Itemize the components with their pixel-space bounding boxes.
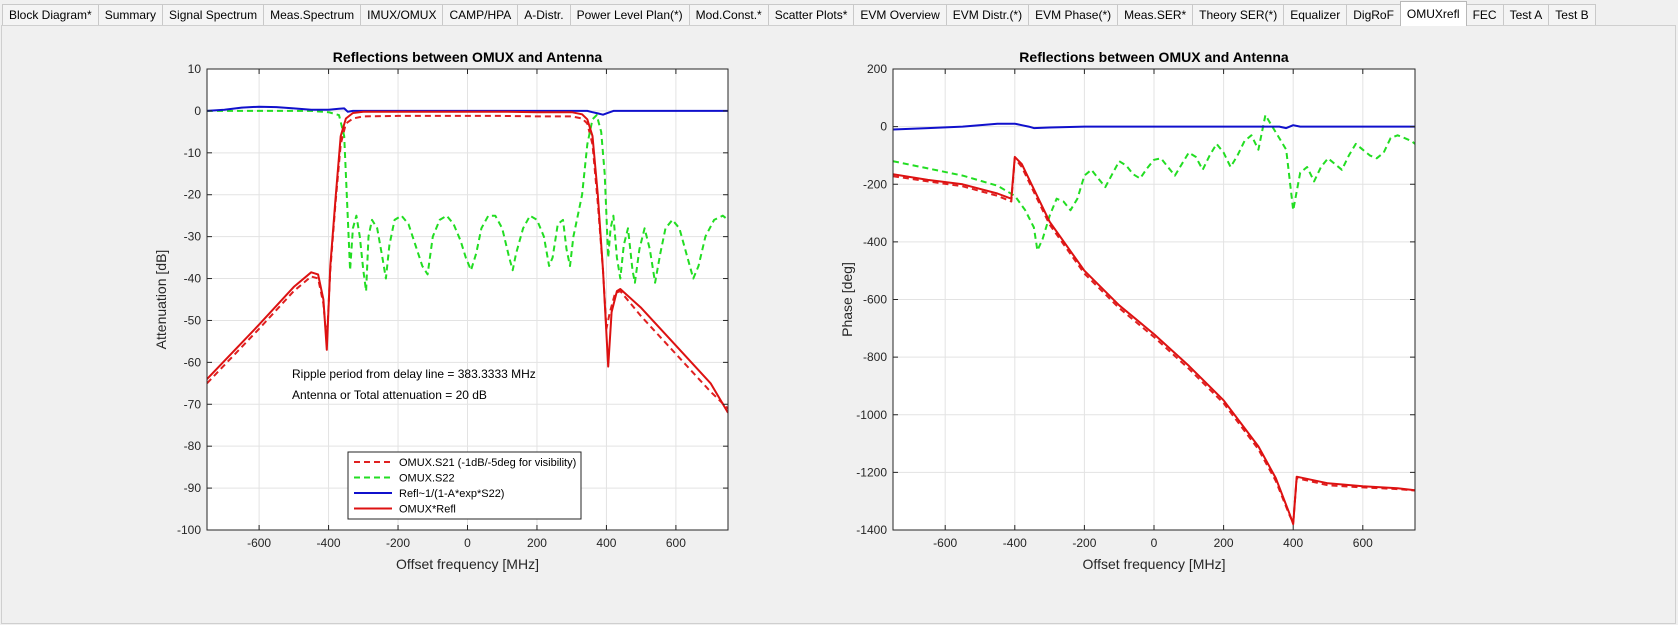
annotation-text: Antenna or Total attenuation = 20 dB xyxy=(292,388,487,402)
tab-signal-spectrum[interactable]: Signal Spectrum xyxy=(162,4,265,26)
x-tick-label: 400 xyxy=(1283,536,1303,550)
series-line-2 xyxy=(207,109,728,293)
x-tick-label: -600 xyxy=(247,536,271,550)
tab-bar: Block Diagram* Summary Signal Spectrum Meas… xyxy=(0,0,1678,26)
tab-equalizer[interactable]: Equalizer xyxy=(1283,4,1348,26)
plots-canvas: -600 -400 -200 0 200 400 600100-10-20-30-40-50… xyxy=(153,49,1416,572)
tab-scatter-plots[interactable]: Scatter Plots* xyxy=(767,4,855,26)
tab-meas-spectrum[interactable]: Meas.Spectrum xyxy=(263,4,362,26)
x-axis-label: Offset frequency [MHz] xyxy=(396,556,539,572)
x-tick-label: 600 xyxy=(1353,536,1373,550)
series-line-4 xyxy=(893,155,1415,526)
y-tick-label: 0 xyxy=(194,104,201,118)
x-tick-label: -200 xyxy=(386,536,410,550)
y-tick-label: -80 xyxy=(184,439,202,453)
series-line-2 xyxy=(893,114,1415,252)
tab-meas-ser[interactable]: Meas.SER* xyxy=(1117,4,1194,26)
x-tick-label: 400 xyxy=(596,536,616,550)
x-tick-label: 600 xyxy=(666,536,686,550)
legend-entry: OMUX*Refl xyxy=(399,504,456,516)
y-tick-label: -20 xyxy=(184,188,202,202)
tab-digrof[interactable]: DigRoF xyxy=(1346,4,1401,26)
legend-entry: OMUX.S21 (-1dB/-5deg for visibility) xyxy=(399,457,576,469)
omuxrefl-panel: -600 -400 -200 0 200 400 600 10 0 -10 -20 -30 -40 -50… xyxy=(1,25,1676,624)
series-line-4 xyxy=(207,110,728,414)
y-tick-label: -90 xyxy=(184,481,202,495)
y-tick-label: -1200 xyxy=(856,465,887,479)
tab-evm-distr[interactable]: EVM Distr.(*) xyxy=(945,4,1030,26)
y-tick-label: -40 xyxy=(184,272,202,286)
x-tick-label: 0 xyxy=(464,536,471,550)
legend-entry: Refl~1/(1-A*exp*S22) xyxy=(399,488,504,500)
series-line-1 xyxy=(207,114,728,410)
y-tick-label: -100 xyxy=(177,523,201,537)
tab-power-level-plan[interactable]: Power Level Plan(*) xyxy=(569,4,690,26)
series-group xyxy=(207,105,728,414)
y-tick-label: -200 xyxy=(863,177,887,191)
chart-title: Reflections between OMUX and Antenna xyxy=(1019,49,1289,65)
tab-block-diagram[interactable]: Block Diagram* xyxy=(2,4,99,26)
x-axis-label: Offset frequency [MHz] xyxy=(1083,556,1226,572)
x-tick-label: -600 xyxy=(933,536,957,550)
series-line-3 xyxy=(893,122,1415,131)
tab-camp-hpa[interactable]: CAMP/HPA xyxy=(442,4,519,26)
chart-1: -600 -400 -200 0 200 400 600 10 0 -10 -20 -30 -40 -50… xyxy=(153,49,729,572)
x-tick-label: -200 xyxy=(1072,536,1096,550)
y-tick-label: 0 xyxy=(880,120,887,134)
y-tick-label: 10 xyxy=(188,62,202,76)
y-tick-label: -50 xyxy=(184,313,202,327)
tab-evm-phase[interactable]: EVM Phase(*) xyxy=(1028,4,1119,26)
series-group xyxy=(893,114,1415,526)
tab-test-a[interactable]: Test A xyxy=(1502,4,1550,26)
tab-omuxrefl[interactable]: OMUXrefl xyxy=(1399,1,1467,26)
tab-imux-omux[interactable]: IMUX/OMUX xyxy=(360,4,444,26)
y-tick-label: -800 xyxy=(863,350,887,364)
y-tick-label: -30 xyxy=(184,230,202,244)
y-tick-label: -10 xyxy=(184,146,202,160)
y-tick-label: -400 xyxy=(863,235,887,249)
x-tick-label: 200 xyxy=(527,536,547,550)
series-line-1 xyxy=(893,157,1415,524)
chart-title: Reflections between OMUX and Antenna xyxy=(333,49,603,65)
tab-mod-const[interactable]: Mod.Const.* xyxy=(688,4,769,26)
tab-test-b[interactable]: Test B xyxy=(1548,4,1596,26)
y-axis-label: Phase [deg] xyxy=(839,262,855,337)
x-tick-label: 200 xyxy=(1214,536,1234,550)
y-tick-label: -1400 xyxy=(856,523,887,537)
y-tick-label: -70 xyxy=(184,397,202,411)
annotation-text: Ripple period from delay line = 383.3333… xyxy=(292,367,536,381)
chart-2: -600 -400 -200 0 200 400 600 200 0 -200 -400 -600 -8… xyxy=(839,49,1416,572)
tab-fec[interactable]: FEC xyxy=(1465,4,1504,26)
legend-entry: OMUX.S22 xyxy=(399,473,455,485)
tab-a-distr[interactable]: A-Distr. xyxy=(517,4,571,26)
y-tick-label: -1000 xyxy=(856,408,887,422)
y-tick-label: 200 xyxy=(867,62,887,76)
tab-summary[interactable]: Summary xyxy=(97,4,164,26)
x-tick-label: -400 xyxy=(1003,536,1027,550)
y-tick-label: -600 xyxy=(863,293,887,307)
x-tick-label: 0 xyxy=(1151,536,1158,550)
legend: OMUX.S21 (-1dB/-5deg for visibility) OMUX… xyxy=(347,451,582,520)
x-tick-label: -400 xyxy=(317,536,341,550)
y-axis-label: Attenuation [dB] xyxy=(153,250,169,350)
tab-theory-ser[interactable]: Theory SER(*) xyxy=(1192,4,1285,26)
y-tick-label: -60 xyxy=(184,355,202,369)
tab-evm-overview[interactable]: EVM Overview xyxy=(853,4,947,26)
